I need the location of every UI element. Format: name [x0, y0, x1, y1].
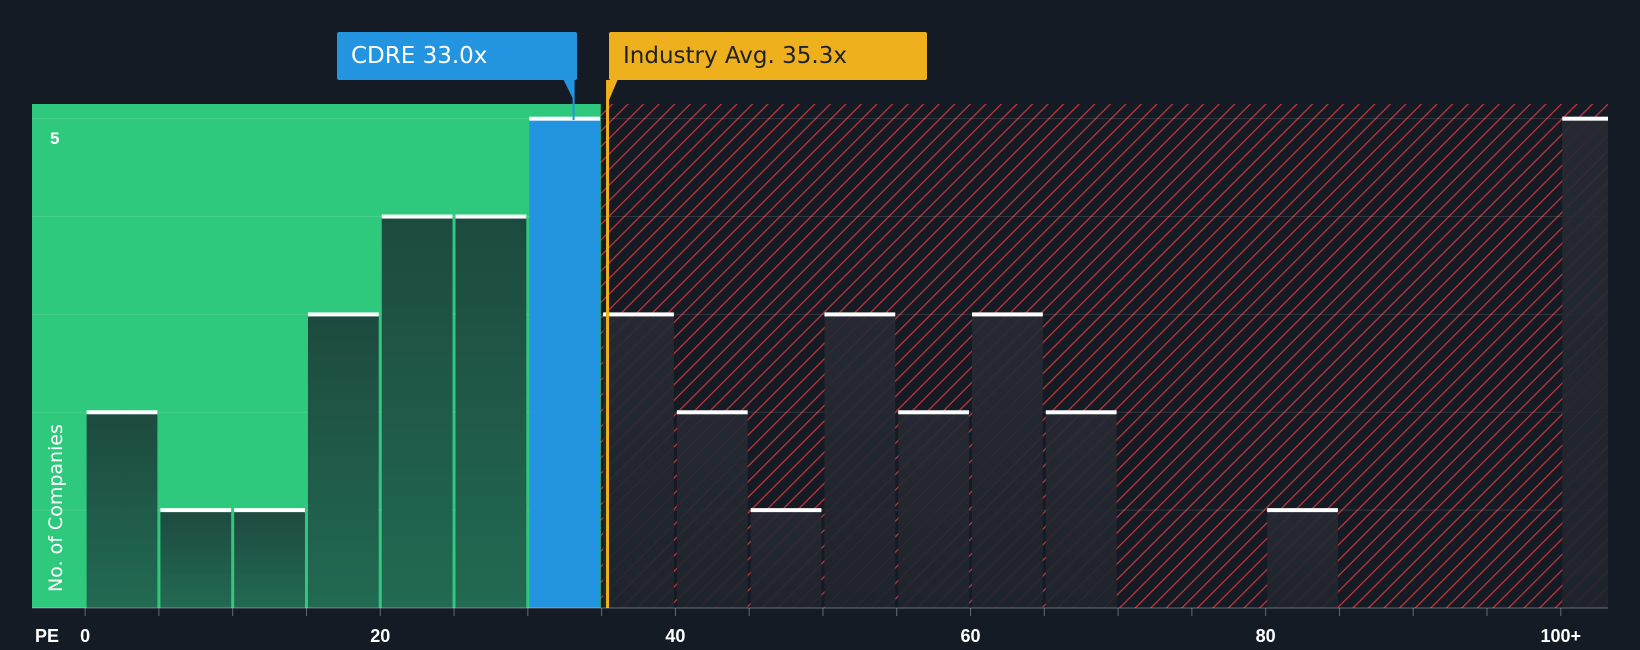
histogram-bar	[160, 510, 232, 608]
bar-top-cap	[1267, 508, 1338, 513]
x-tick-label: 20	[370, 626, 390, 646]
x-axis: 0 20 40 60 80 100+	[32, 607, 1608, 646]
bar-top-cap	[676, 410, 748, 415]
bar-top-cap	[824, 312, 896, 317]
histogram-bar	[381, 216, 453, 608]
histogram-bar	[455, 216, 527, 608]
bar-top-cap	[86, 410, 158, 415]
histogram-bar	[972, 314, 1043, 608]
x-tick-label: 0	[80, 626, 90, 646]
bar-top-cap	[750, 508, 822, 513]
bar-top-cap	[603, 312, 674, 317]
histogram-bars	[86, 116, 1608, 608]
x-tick-label: 100+	[1541, 626, 1582, 646]
bar-top-cap	[972, 312, 1043, 317]
histogram-bar	[824, 314, 896, 608]
industry-callout-pointer	[606, 80, 618, 106]
histogram-bar	[1267, 510, 1338, 608]
company-pe-callout: CDRE 33.0x	[337, 32, 577, 80]
histogram-bar	[1045, 412, 1117, 608]
histogram-bar	[86, 412, 158, 608]
industry-average-callout: Industry Avg. 35.3x	[609, 32, 927, 80]
bar-top-cap	[1562, 116, 1608, 121]
histogram-bar	[234, 510, 305, 608]
histogram-bar	[750, 510, 822, 608]
histogram-bar	[898, 412, 970, 608]
bar-top-cap	[234, 508, 305, 513]
company-callout-pointer	[563, 80, 574, 100]
y-tick-label: 5	[50, 129, 59, 148]
x-axis-label: PE	[35, 626, 59, 646]
y-axis-label: No. of Companies	[45, 424, 67, 592]
bar-top-cap	[160, 508, 232, 513]
bar-top-cap	[455, 214, 527, 219]
bar-top-cap	[381, 214, 453, 219]
histogram-bar	[603, 314, 674, 608]
histogram-bar	[676, 412, 748, 608]
histogram-bar	[1562, 118, 1608, 608]
bar-top-cap	[529, 116, 601, 121]
bar-top-cap	[307, 312, 379, 317]
x-tick-label: 40	[665, 626, 685, 646]
value-markers	[563, 80, 618, 608]
bar-top-cap	[1045, 410, 1117, 415]
bar-top-cap	[898, 410, 970, 415]
x-tick-label: 80	[1256, 626, 1276, 646]
x-tick-label: 60	[961, 626, 981, 646]
histogram-bar	[307, 314, 379, 608]
company-bin-bar	[529, 118, 601, 608]
